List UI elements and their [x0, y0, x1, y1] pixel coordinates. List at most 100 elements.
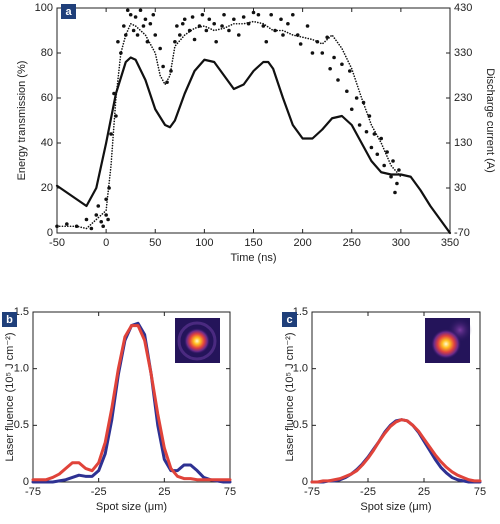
- scatter-point: [305, 24, 310, 28]
- scatter-point: [375, 152, 380, 157]
- scatter-point: [192, 37, 197, 42]
- scatter-point: [336, 78, 340, 82]
- scatter-point: [354, 96, 359, 100]
- scatter-point: [389, 174, 393, 179]
- scatter-point: [135, 33, 140, 37]
- y-tick-label: 0: [47, 227, 53, 239]
- scatter-point: [101, 224, 105, 229]
- scatter-point: [104, 213, 108, 217]
- y-tick-label: 1.5: [14, 306, 29, 318]
- scatter-point: [133, 15, 138, 19]
- scatter-point: [94, 213, 99, 217]
- scatter-point: [175, 24, 179, 28]
- scatter-point: [310, 51, 315, 55]
- scatter-point: [99, 219, 104, 224]
- scatter-point: [332, 55, 336, 60]
- scatter-point: [320, 51, 325, 55]
- scatter-point: [261, 24, 266, 28]
- x-tick-label: 100: [195, 237, 213, 249]
- y2-axis-label: Discharge current (A): [484, 68, 496, 173]
- x-axis-label: Time (ns): [230, 252, 276, 264]
- scatter-point: [180, 21, 185, 26]
- scatter-point: [220, 24, 224, 28]
- scatter-point: [369, 145, 374, 150]
- scatter-point: [372, 132, 377, 136]
- scatter-point: [207, 17, 212, 22]
- panel-label: a: [65, 6, 72, 18]
- series-line: [55, 56, 452, 235]
- scatter-point: [131, 28, 136, 33]
- y-tick-label: 0.5: [14, 419, 29, 431]
- scatter-point: [286, 21, 290, 26]
- scatter-point: [178, 33, 182, 37]
- x-tick-label: 25: [418, 486, 430, 498]
- scatter-point: [138, 8, 143, 13]
- x-tick-label: -50: [49, 237, 65, 249]
- scatter-point: [393, 190, 397, 195]
- plot-frame: [56, 7, 451, 234]
- y-axis-label: Laser fluence (10⁵ J cm⁻²): [4, 333, 16, 462]
- y-tick-label: 80: [41, 47, 53, 59]
- scatter-point: [236, 33, 241, 37]
- x-tick-label: -75: [304, 486, 320, 498]
- scatter-point: [151, 12, 156, 17]
- y-axis-label: Energy transmission (%): [16, 61, 28, 181]
- y2-tick-label: 230: [454, 92, 472, 104]
- plot-frame: [32, 311, 231, 483]
- scatter-point: [84, 217, 89, 222]
- scatter-point: [222, 12, 226, 17]
- scatter-point: [141, 24, 146, 28]
- scatter-point: [281, 33, 285, 37]
- scatter-point: [328, 66, 332, 71]
- scatter-point: [395, 181, 399, 186]
- scatter-point: [227, 28, 231, 33]
- scatter-point: [295, 33, 300, 37]
- x-tick-label: 250: [343, 237, 361, 249]
- scatter-point: [391, 159, 395, 163]
- x-tick-label: 75: [224, 486, 236, 498]
- scatter-point: [241, 15, 246, 19]
- scatter-point: [153, 33, 158, 37]
- scatter-point: [116, 39, 120, 44]
- series-line: [310, 418, 482, 484]
- plot-frame: [311, 311, 481, 483]
- x-axis-label: Spot size (μm): [360, 501, 431, 513]
- y-tick-label: 20: [41, 182, 53, 194]
- panel-label: c: [286, 314, 292, 326]
- x-tick-label: 350: [441, 237, 459, 249]
- scatter-point: [382, 163, 386, 168]
- scatter-point: [190, 15, 195, 19]
- y-tick-label: 1.0: [14, 363, 29, 375]
- scatter-point: [173, 39, 177, 44]
- scatter-point: [148, 21, 153, 26]
- scatter-point: [96, 204, 101, 208]
- y-tick-label: 60: [41, 92, 53, 104]
- scatter-point: [345, 89, 349, 94]
- x-tick-label: 300: [392, 237, 410, 249]
- panel-label-box: [282, 312, 297, 327]
- scatter-point: [379, 136, 384, 141]
- scatter-point: [204, 28, 209, 33]
- series-line: [56, 20, 402, 230]
- scatter-point: [325, 35, 329, 40]
- panel: -50 0 50 100 150 200 250 300 350020406080100-703…: [16, 2, 496, 264]
- y-tick-label: 0: [302, 476, 308, 488]
- series-line: [31, 324, 232, 482]
- y2-tick-label: 30: [454, 182, 466, 194]
- x-axis-label: Spot size (μm): [96, 501, 167, 513]
- scatter-point: [347, 69, 352, 73]
- scatter-point: [122, 24, 126, 28]
- scatter-point: [298, 42, 303, 46]
- y-tick-label: 0: [23, 476, 29, 488]
- scatter-point: [251, 10, 256, 15]
- scatter-point: [279, 17, 283, 22]
- y-tick-label: 1.0: [293, 363, 308, 375]
- scatter-point: [397, 168, 401, 172]
- y2-tick-label: 430: [454, 2, 472, 14]
- scatter-point: [143, 17, 148, 22]
- scatter-point: [89, 226, 94, 231]
- scatter-point: [291, 12, 295, 17]
